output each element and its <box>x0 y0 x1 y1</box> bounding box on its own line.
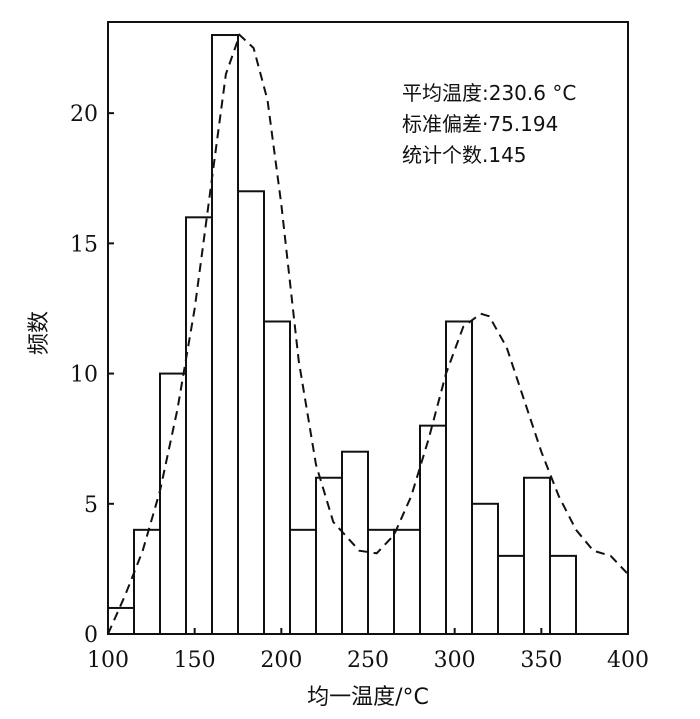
histogram-bar-2 <box>133 528 161 635</box>
stats-annotations: 平均温度:230.6 °C 标准偏差·75.194 统计个数.145 <box>402 81 576 167</box>
y-axis-ticks: 0 5 10 15 20 <box>70 102 114 648</box>
histogram-bar-10 <box>341 450 369 635</box>
y-tick-label: 10 <box>70 363 98 388</box>
histogram-bar-6 <box>237 190 265 636</box>
x-tick-label: 350 <box>520 648 562 673</box>
x-tick-label: 250 <box>347 648 389 673</box>
histogram-bar-5 <box>211 34 239 635</box>
histogram-bar-13 <box>419 424 447 635</box>
histogram-bar-3 <box>159 372 187 635</box>
histogram-bar-4 <box>185 216 213 635</box>
x-tick-label: 200 <box>260 648 302 673</box>
x-tick-label: 100 <box>87 648 129 673</box>
histogram-bar-15 <box>471 502 499 635</box>
histogram-bar-8 <box>289 528 317 635</box>
y-axis-title: 频数 <box>27 311 52 355</box>
x-axis-ticks: 100 150 200 250 300 350 400 <box>87 628 649 673</box>
y-tick-label: 20 <box>70 102 98 127</box>
histogram-bar-17 <box>523 476 551 636</box>
x-axis-title: 均一温度/°C <box>307 685 429 710</box>
y-tick-label: 15 <box>70 232 98 257</box>
fit-curve-line <box>107 33 629 635</box>
x-tick-label: 400 <box>607 648 649 673</box>
histogram-bar-7 <box>263 320 291 635</box>
stats-annotation-line: 统计个数.145 <box>402 143 527 167</box>
x-tick-label: 150 <box>174 648 216 673</box>
histogram-bar-1 <box>107 606 135 636</box>
y-tick-label: 5 <box>84 493 98 518</box>
histogram-bar-14 <box>445 320 473 635</box>
histogram-bars <box>107 34 577 636</box>
stats-annotation-line: 标准偏差·75.194 <box>402 112 558 136</box>
stats-annotation-line: 平均温度:230.6 °C <box>402 81 576 105</box>
x-tick-label: 300 <box>434 648 476 673</box>
histogram-bar-9 <box>315 476 343 636</box>
histogram-bar-18 <box>549 554 577 635</box>
histogram-bar-11 <box>367 528 395 635</box>
histogram-bar-12 <box>393 528 421 635</box>
histogram-bar-16 <box>497 554 525 635</box>
y-tick-label: 0 <box>84 623 98 648</box>
